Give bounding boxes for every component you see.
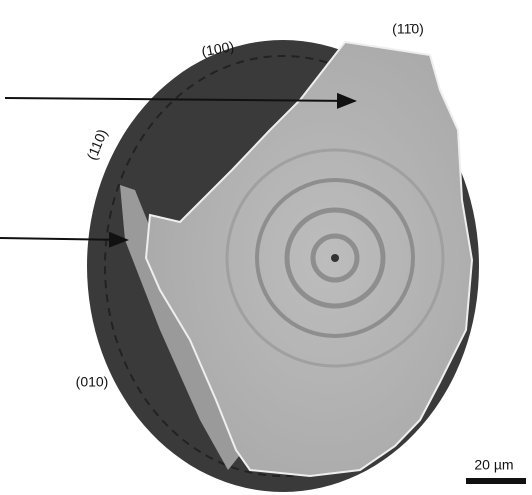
scale-bar — [466, 478, 526, 484]
face-label: (11̄0) — [392, 21, 424, 37]
page: {"labels": {"face_100": "(100)", "face_1… — [0, 0, 532, 495]
face-label: (110) — [83, 127, 110, 162]
scale-label: 20 µm — [474, 457, 513, 473]
face-label: (010) — [76, 374, 109, 390]
micrograph: (100) (11̄0) (110) (010) 20 µm — [0, 0, 532, 495]
core — [331, 254, 339, 262]
